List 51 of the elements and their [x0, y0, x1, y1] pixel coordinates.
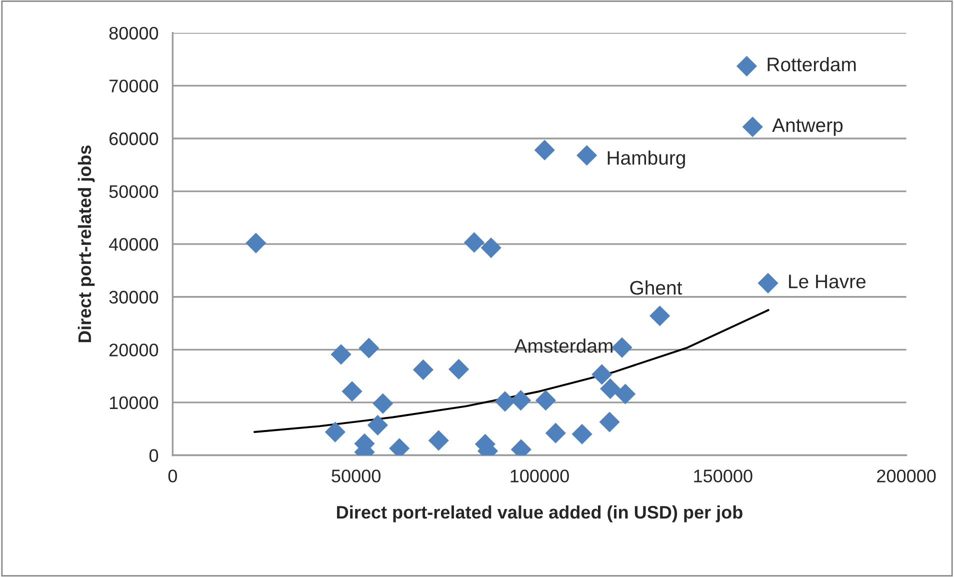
point — [464, 232, 484, 253]
y-tick-label: 20000 — [109, 344, 158, 356]
point — [358, 338, 380, 358]
point — [412, 359, 434, 380]
y-tick-label: 70000 — [110, 80, 158, 92]
point — [342, 381, 362, 402]
point — [324, 422, 346, 442]
annotation: Rotterdam — [768, 57, 856, 72]
point — [246, 232, 266, 254]
annotation: Hamburg — [608, 150, 685, 169]
annotation: Amsterdam — [514, 338, 612, 353]
x-tick-label: 50000 — [332, 470, 380, 482]
annotation: Le Havre — [789, 274, 866, 288]
point — [367, 414, 388, 436]
point — [330, 344, 352, 365]
y-tick-label: 50000 — [109, 185, 158, 198]
point — [758, 272, 778, 294]
point — [650, 306, 670, 326]
annotation: Antwerp — [772, 118, 843, 136]
point — [572, 424, 592, 444]
x-tick-label: 150000 — [694, 470, 752, 482]
point — [615, 384, 636, 404]
y-tick-label: 80000 — [109, 26, 158, 40]
point — [742, 116, 763, 138]
point — [494, 391, 516, 412]
point — [480, 237, 502, 258]
x-tick-label: 0 — [168, 470, 177, 482]
y-tick-label: 40000 — [108, 238, 158, 251]
point — [736, 56, 758, 76]
line-series — [254, 309, 770, 433]
point — [448, 358, 470, 380]
y-tick-label: 0 — [149, 449, 158, 462]
y-tick-label: 30000 — [109, 290, 158, 304]
annotation: Ghent — [630, 280, 682, 295]
point — [576, 145, 598, 166]
x-tick-label: 100000 — [510, 470, 569, 482]
point — [599, 412, 620, 432]
point — [535, 390, 556, 411]
y-tick-label: 60000 — [110, 132, 158, 146]
point — [510, 390, 532, 411]
point — [545, 422, 566, 444]
point — [428, 430, 449, 451]
y-axis-title: Direct port-related jobs — [78, 145, 95, 342]
y-tick-label: 10000 — [110, 396, 158, 410]
x-tick-label: 200000 — [877, 470, 936, 482]
point — [372, 393, 394, 414]
point — [534, 140, 555, 160]
x-axis-title: Direct port-related value added (in USD) per job — [337, 505, 742, 522]
point — [612, 337, 632, 358]
point — [600, 378, 621, 400]
point — [592, 364, 612, 385]
